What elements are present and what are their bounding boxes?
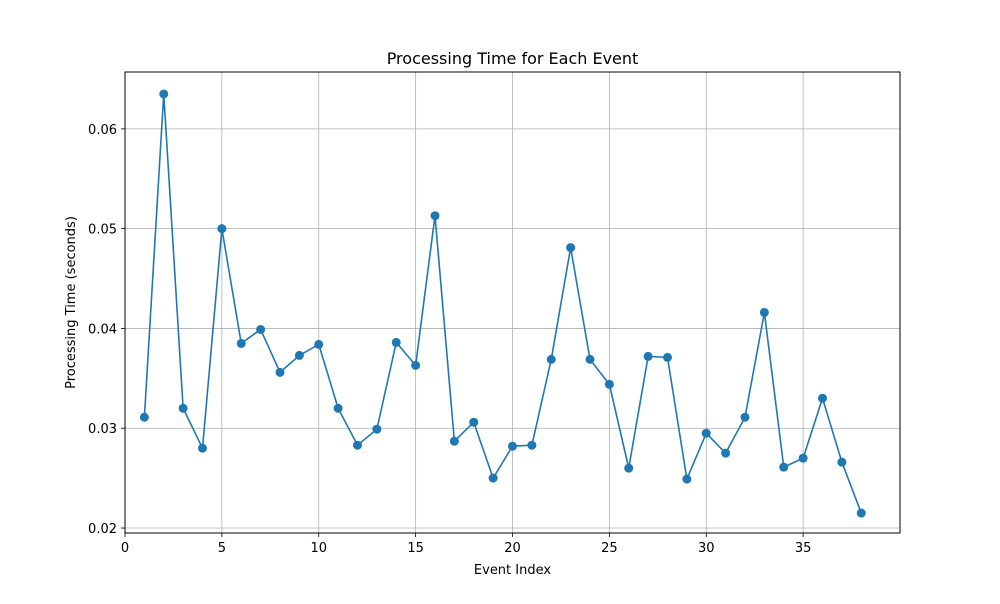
data-point <box>682 474 692 484</box>
x-tick-label: 35 <box>795 541 812 556</box>
data-point <box>527 440 537 450</box>
x-tick-label: 30 <box>698 541 715 556</box>
data-point <box>178 403 188 413</box>
data-point <box>624 463 634 473</box>
x-axis-label: Event Index <box>474 563 551 578</box>
data-layer <box>139 89 866 518</box>
y-axis-label: Processing Time (seconds) <box>64 216 79 389</box>
data-point <box>256 324 266 334</box>
y-tick-label: 0.03 <box>88 422 117 437</box>
chart-title: Processing Time for Each Event <box>387 49 639 68</box>
data-point <box>818 393 827 403</box>
y-tick-label: 0.05 <box>88 223 117 238</box>
data-point <box>798 453 808 463</box>
data-point <box>837 457 847 467</box>
data-point <box>740 412 750 422</box>
x-tick-label: 20 <box>504 541 521 556</box>
data-point <box>566 243 576 253</box>
data-point <box>546 354 556 364</box>
data-point <box>721 448 731 458</box>
x-tick-label: 25 <box>601 541 618 556</box>
x-tick-label: 5 <box>218 541 226 556</box>
data-point <box>701 428 711 438</box>
x-tick-label: 10 <box>310 541 327 556</box>
x-tick-label: 0 <box>121 541 129 556</box>
x-tick-label: 15 <box>407 541 424 556</box>
data-point <box>217 224 227 234</box>
data-point <box>411 360 421 370</box>
data-point <box>391 337 401 347</box>
data-point <box>759 307 769 317</box>
data-point <box>275 367 285 377</box>
data-point <box>488 473 498 483</box>
y-tick-label: 0.06 <box>88 123 117 138</box>
data-point <box>508 441 517 451</box>
data-point <box>372 424 382 434</box>
data-point <box>198 443 207 453</box>
data-point <box>353 440 362 450</box>
data-point <box>663 352 672 362</box>
data-point <box>856 508 866 518</box>
data-point <box>236 338 246 348</box>
data-point <box>449 436 459 446</box>
data-point <box>585 354 595 364</box>
data-point <box>779 462 789 472</box>
y-tick-label: 0.02 <box>88 522 117 537</box>
data-point <box>333 403 343 413</box>
data-point <box>430 211 440 221</box>
data-point <box>643 351 653 361</box>
y-axis-ticks: 0.02 0.03 0.04 0.05 0.06 <box>88 123 125 537</box>
data-point <box>469 417 479 427</box>
series-line <box>143 93 862 514</box>
data-point <box>314 339 324 349</box>
data-point <box>159 89 169 99</box>
y-tick-label: 0.04 <box>88 322 117 337</box>
x-axis-ticks: 0 5 10 15 20 25 30 35 <box>121 533 812 556</box>
data-point <box>604 379 614 389</box>
data-point <box>139 412 149 422</box>
data-point <box>294 350 304 360</box>
